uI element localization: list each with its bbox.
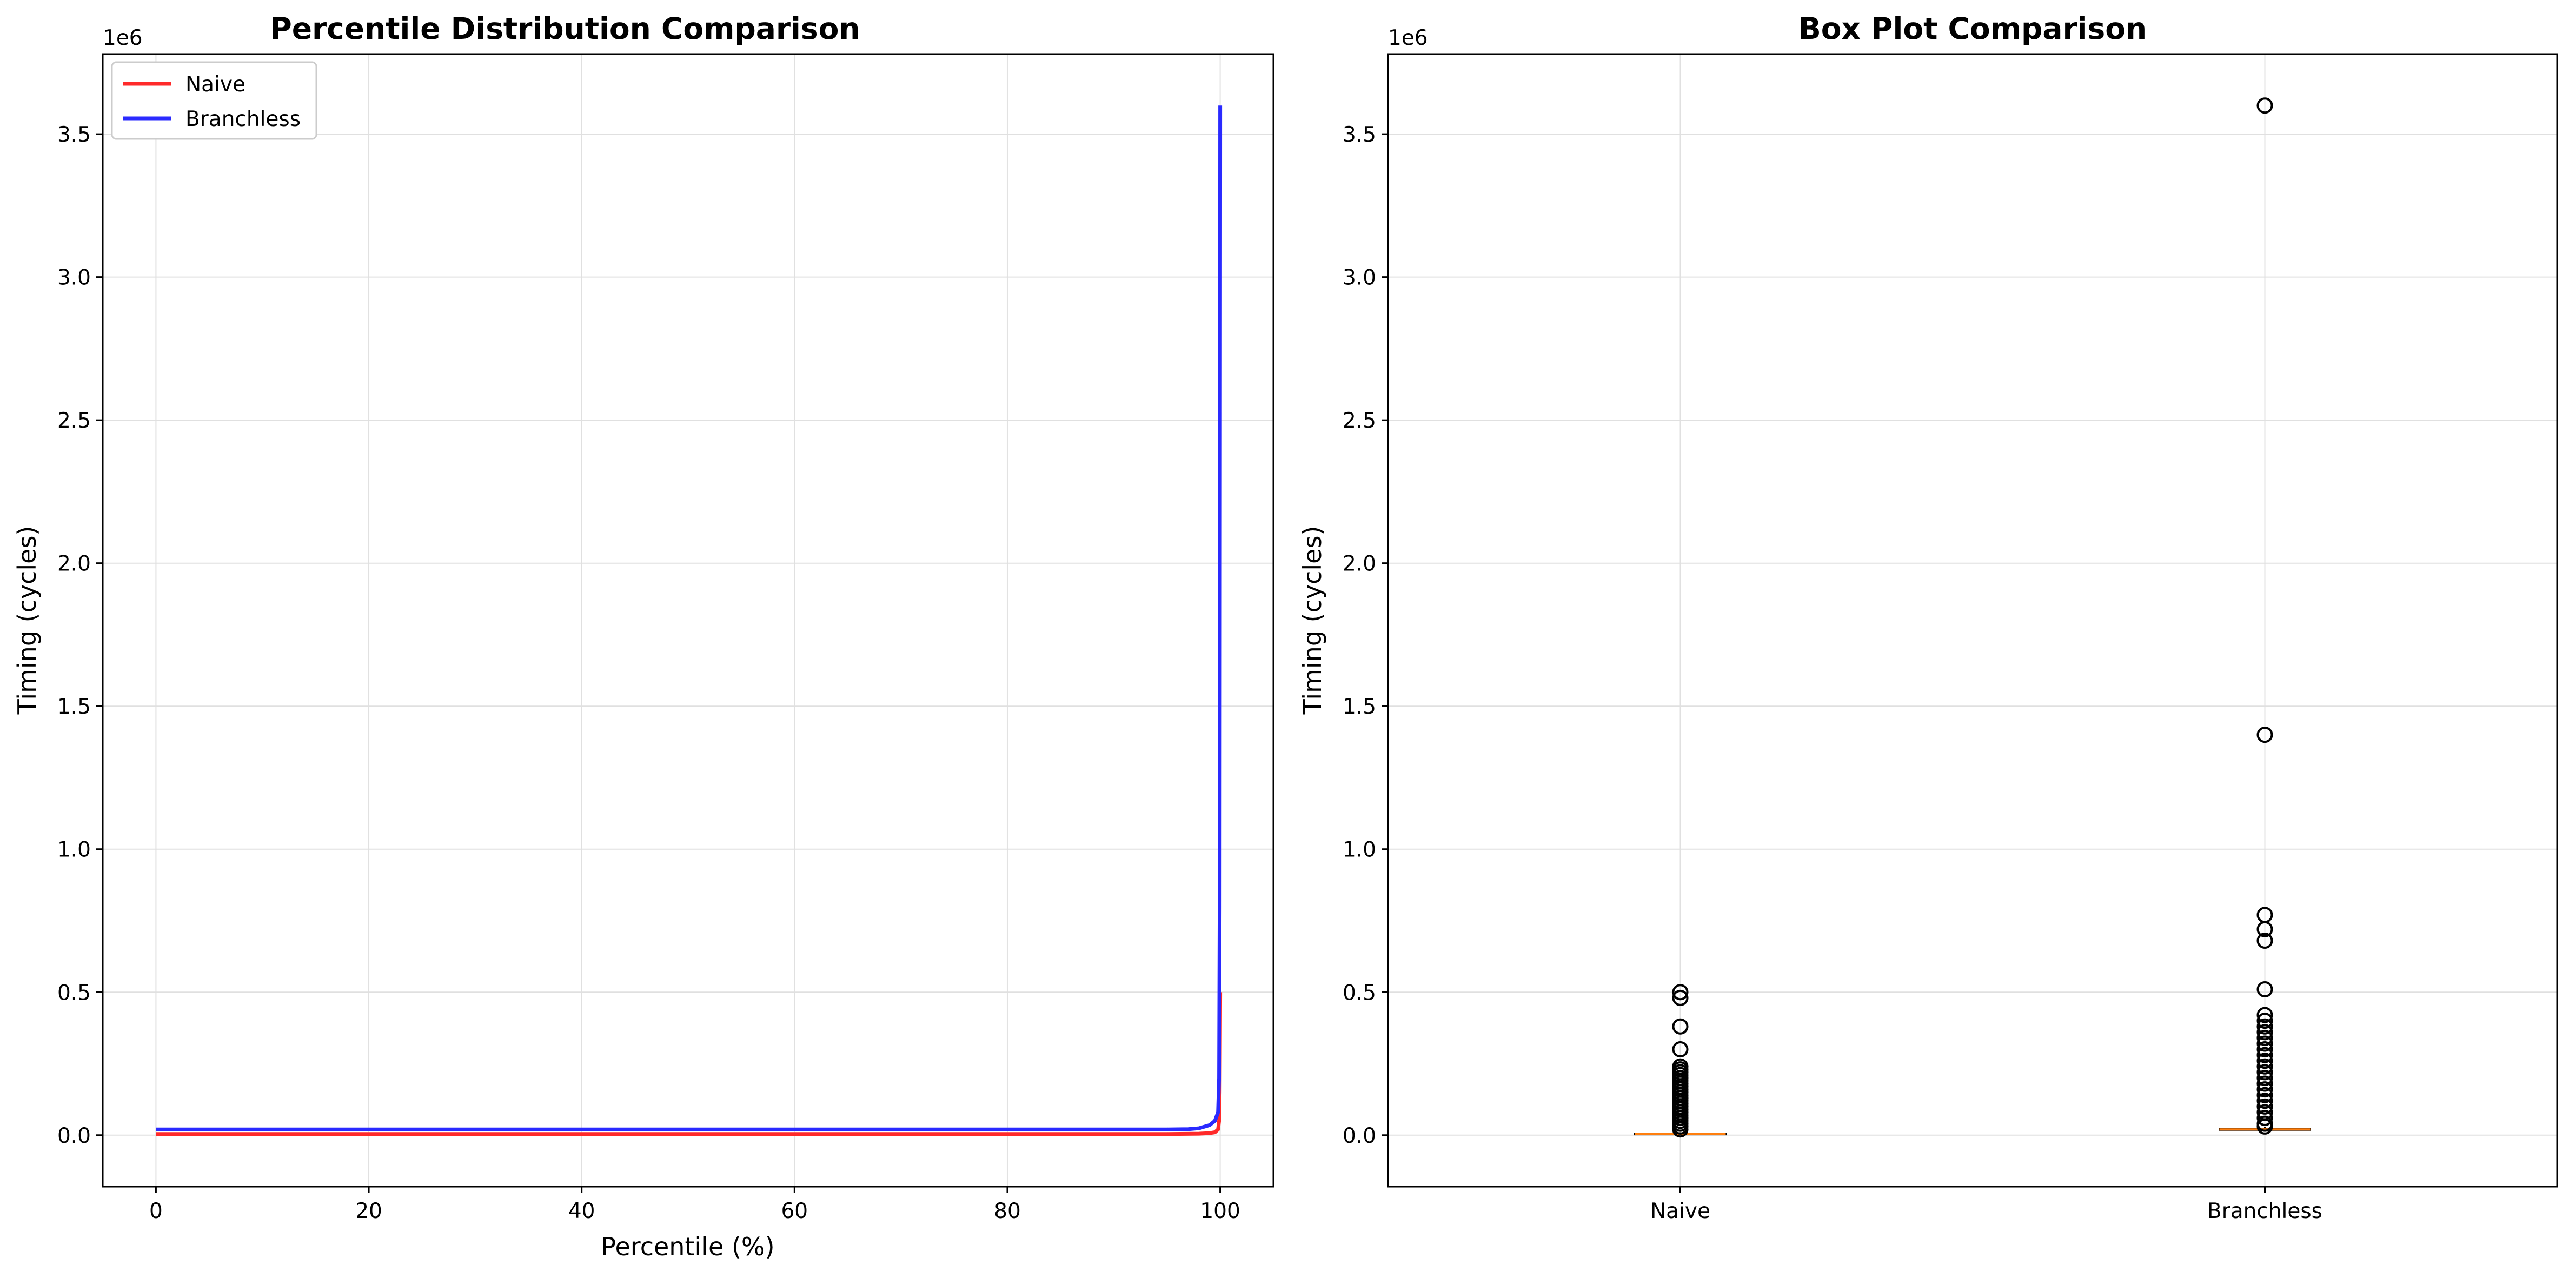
outlier-point — [2256, 1081, 2273, 1098]
x-tick-label: 100 — [1200, 1199, 1240, 1223]
outlier-point — [2256, 1035, 2273, 1052]
outlier-point — [2256, 1069, 2273, 1086]
y-tick-label: 0.0 — [57, 1124, 91, 1148]
x-tick-label: 80 — [994, 1199, 1021, 1223]
outlier-point — [2256, 1064, 2273, 1081]
x-axis-ticks: Naive Branchless — [1650, 1187, 2322, 1223]
plot-frame — [1387, 53, 2558, 1188]
outlier-point — [2256, 1110, 2273, 1127]
boxes — [1634, 97, 2311, 1138]
x-tick-label: Naive — [1650, 1199, 1710, 1223]
outlier-point — [1672, 984, 1689, 1001]
y-tick-label: 2.5 — [1343, 409, 1376, 433]
y-tick-label: 2.5 — [57, 409, 91, 433]
outlier-point — [2256, 1024, 2273, 1041]
outlier-point — [2256, 1041, 2273, 1058]
x-axis-ticks: 0 20 40 60 80 100 — [149, 1187, 1240, 1223]
percentile-chart: Percentile Distribution Comparison 1e6 0… — [12, 11, 1274, 1261]
legend-label-branchless: Branchless — [185, 107, 301, 131]
outlier-point — [1672, 1018, 1689, 1035]
outlier-point — [2256, 1013, 2273, 1029]
outlier-point — [2256, 97, 2273, 114]
y-offset-label: 1e6 — [103, 26, 143, 50]
series-line-naive — [156, 992, 1223, 1136]
grid — [103, 54, 1273, 1187]
chart-title: Box Plot Comparison — [1798, 11, 2147, 46]
y-axis-label: Timing (cycles) — [12, 526, 42, 715]
outlier-point — [2256, 1098, 2273, 1115]
series-line-branchless — [156, 105, 1223, 1131]
plot-frame — [102, 53, 1274, 1188]
y-tick-label: 1.0 — [1343, 838, 1376, 862]
y-tick-label: 1.5 — [1343, 695, 1376, 719]
outlier-point — [2256, 1018, 2273, 1035]
y-axis-ticks: 0.0 0.5 1.0 1.5 2.0 2.5 3.0 3.5 — [57, 123, 103, 1148]
y-tick-label: 0.5 — [57, 981, 91, 1005]
x-tick-label: 40 — [568, 1199, 595, 1223]
x-tick-label: 60 — [781, 1199, 808, 1223]
y-tick-label: 3.0 — [57, 266, 91, 290]
grid — [1388, 54, 2557, 1187]
y-axis-ticks: 0.0 0.5 1.0 1.5 2.0 2.5 3.0 3.5 — [1343, 123, 1388, 1148]
outlier-point — [2256, 921, 2273, 937]
chart-title: Percentile Distribution Comparison — [270, 11, 860, 46]
legend-label-naive: Naive — [185, 72, 245, 97]
x-tick-label: 20 — [355, 1199, 382, 1223]
outlier-point — [2256, 1007, 2273, 1023]
outlier-point — [2256, 727, 2273, 743]
y-tick-label: 2.0 — [1343, 552, 1376, 576]
outlier-point — [2256, 981, 2273, 997]
outlier-point — [2256, 1087, 2273, 1103]
y-axis-label: Timing (cycles) — [1298, 526, 1327, 715]
outlier-point — [1672, 989, 1689, 1006]
box-branchless — [2219, 97, 2311, 1135]
series-lines — [156, 105, 1223, 1136]
y-tick-label: 3.5 — [1343, 123, 1376, 147]
y-tick-label: 3.5 — [57, 123, 91, 147]
outlier-point — [2256, 1029, 2273, 1046]
outlier-point — [1672, 1041, 1689, 1058]
y-offset-label: 1e6 — [1388, 26, 1428, 50]
x-tick-label: 0 — [149, 1199, 163, 1223]
y-tick-label: 2.0 — [57, 552, 91, 576]
y-tick-label: 3.0 — [1343, 266, 1376, 290]
outlier-point — [2256, 933, 2273, 949]
outlier-point — [2256, 1053, 2273, 1069]
y-tick-label: 0.5 — [1343, 981, 1376, 1005]
x-axis-label: Percentile (%) — [601, 1232, 774, 1261]
outlier-point — [2256, 1058, 2273, 1075]
x-tick-label: Branchless — [2207, 1199, 2322, 1223]
y-tick-label: 1.0 — [57, 838, 91, 862]
outlier-point — [2256, 1047, 2273, 1063]
box-plot-chart: Box Plot Comparison 1e6 0.0 0.5 1.0 1.5 2.0 2… — [1298, 11, 2558, 1223]
outlier-point — [2256, 1118, 2273, 1135]
y-tick-label: 0.0 — [1343, 1124, 1376, 1148]
outlier-point — [1672, 1121, 1689, 1138]
box-naive — [1634, 984, 1727, 1138]
legend: Naive Branchless — [111, 61, 317, 140]
y-tick-label: 1.5 — [57, 695, 91, 719]
outlier-point — [2256, 1093, 2273, 1109]
outlier-point — [2256, 1075, 2273, 1092]
